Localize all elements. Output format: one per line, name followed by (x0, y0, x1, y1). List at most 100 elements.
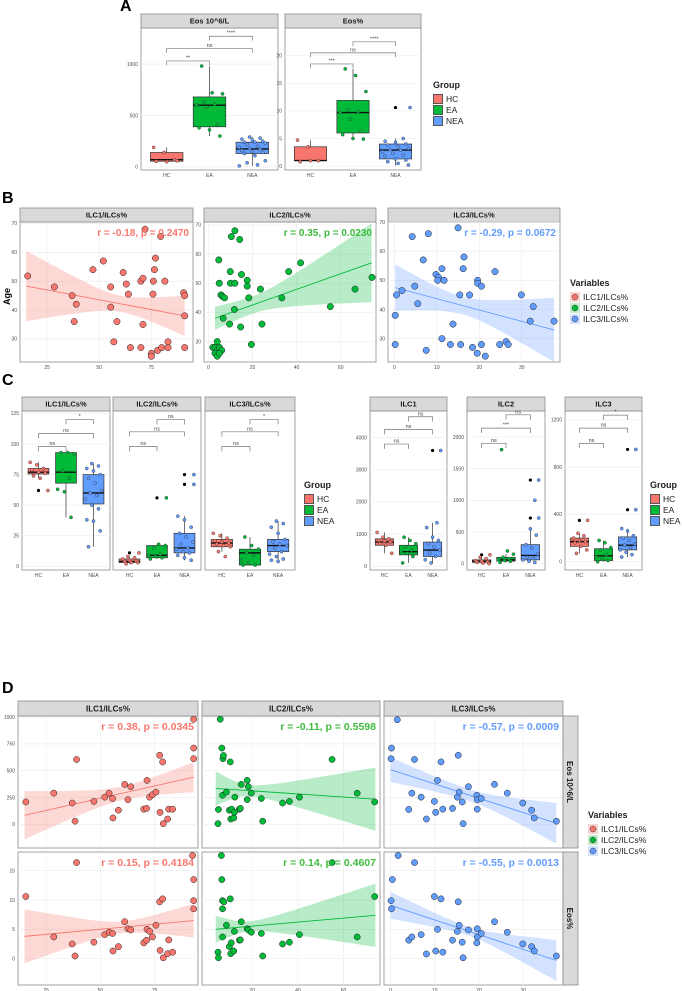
data-point (143, 936, 150, 944)
correlation-annotation: r = 0.38, p = 0.0345 (101, 721, 194, 733)
data-point (481, 352, 489, 360)
regression-line (26, 285, 185, 317)
significance-bracket (166, 60, 210, 66)
jitter-point (618, 548, 623, 552)
jitter-point (609, 545, 613, 550)
jitter-point (65, 450, 70, 455)
data-point (122, 280, 130, 288)
jitter-point (409, 548, 414, 552)
legend-label: ILC3/ILCs% (601, 845, 647, 856)
jitter-point (276, 559, 280, 564)
box-nea (235, 135, 269, 168)
data-point (411, 282, 419, 290)
jitter-point (199, 64, 204, 68)
y-tick-label: 5 (12, 927, 15, 933)
panel-label-d: D (2, 680, 14, 697)
box-hc (210, 531, 233, 559)
data-point (124, 796, 132, 803)
box (192, 96, 227, 128)
data-point (278, 294, 286, 302)
data-point (119, 269, 127, 276)
data-point (296, 793, 303, 801)
box (55, 452, 77, 484)
jitter-point (598, 548, 603, 552)
jitter-point (46, 488, 50, 493)
x-tick-label: HC (163, 173, 171, 179)
legend-item-hc: HC (304, 493, 334, 504)
x-tick-label: 10 (434, 365, 440, 371)
boxplot-facet: 0 25 50 75 100 125 HC EA NEA ns ns * (11, 411, 110, 579)
x-tick-label: 20 (249, 988, 255, 991)
y-tick-label: 50 (13, 503, 19, 509)
data-point (50, 789, 58, 797)
data-point (414, 300, 422, 308)
jitter-point (192, 472, 196, 477)
scatter-panel-ilc2: r = 0.14, p = 0.4607 (202, 852, 380, 985)
significance-bracket (221, 446, 251, 452)
jitter-point (475, 560, 479, 565)
jitter-point (399, 549, 403, 554)
box-nea (423, 448, 443, 565)
data-point (218, 876, 226, 883)
x-tick-label: HC (218, 573, 226, 579)
significance-label: **** (227, 31, 236, 37)
data-point (458, 798, 466, 806)
jitter-point (182, 555, 187, 560)
confidence-band (215, 767, 376, 831)
jitter-point (604, 552, 609, 557)
jitter-point (380, 149, 385, 154)
significance-label: ns (601, 423, 607, 429)
data-point (526, 317, 534, 325)
jitter-point (179, 542, 183, 547)
data-point (459, 820, 467, 827)
data-point (237, 781, 245, 788)
y-tick-label: 1200 (551, 418, 562, 424)
significance-bracket (156, 419, 185, 425)
panel-background (17, 715, 199, 849)
row-strip-title: Eos 10^6/L (565, 761, 574, 803)
data-point (109, 930, 116, 937)
data-point (503, 928, 511, 936)
legend-label: EA (317, 504, 329, 515)
data-point (139, 274, 147, 282)
jitter-point (536, 478, 541, 482)
box-nea (379, 105, 413, 167)
data-point (437, 895, 445, 903)
significance-bracket (384, 429, 433, 435)
data-point (190, 897, 198, 904)
jitter-point (383, 139, 387, 144)
facet-title: ILC3/ILCs% (453, 211, 495, 220)
jitter-point (96, 507, 101, 511)
data-point (149, 277, 157, 285)
jitter-point (260, 150, 265, 155)
data-point (143, 805, 150, 812)
data-point (371, 893, 379, 900)
legend-title: Group (304, 480, 331, 490)
data-point (218, 852, 225, 859)
data-point (237, 918, 245, 926)
legend-key-icon (304, 504, 314, 515)
confidence-band (24, 762, 194, 840)
jitter-point (148, 557, 153, 561)
data-point (465, 783, 472, 791)
data-point (231, 928, 238, 935)
facet-title: ILC1/ILCs% (45, 400, 87, 409)
jitter-point (435, 520, 439, 525)
legend-title: Variables (570, 278, 610, 288)
row-strip (562, 715, 579, 849)
data-point (519, 940, 527, 948)
significance-label: ns (247, 426, 253, 432)
data-point (121, 781, 129, 788)
jitter-point (378, 541, 382, 546)
data-point (398, 287, 406, 294)
panel-background (201, 715, 381, 849)
data-point (504, 341, 512, 348)
panel-background (201, 851, 381, 986)
correlation-annotation: r = -0.57, p = 0.0009 (463, 721, 559, 733)
x-tick-label: 60 (338, 365, 344, 371)
x-tick-label: HC (381, 573, 389, 579)
jitter-point (406, 146, 411, 151)
jitter-point (308, 158, 313, 163)
data-point (438, 265, 446, 273)
data-point (459, 265, 467, 273)
